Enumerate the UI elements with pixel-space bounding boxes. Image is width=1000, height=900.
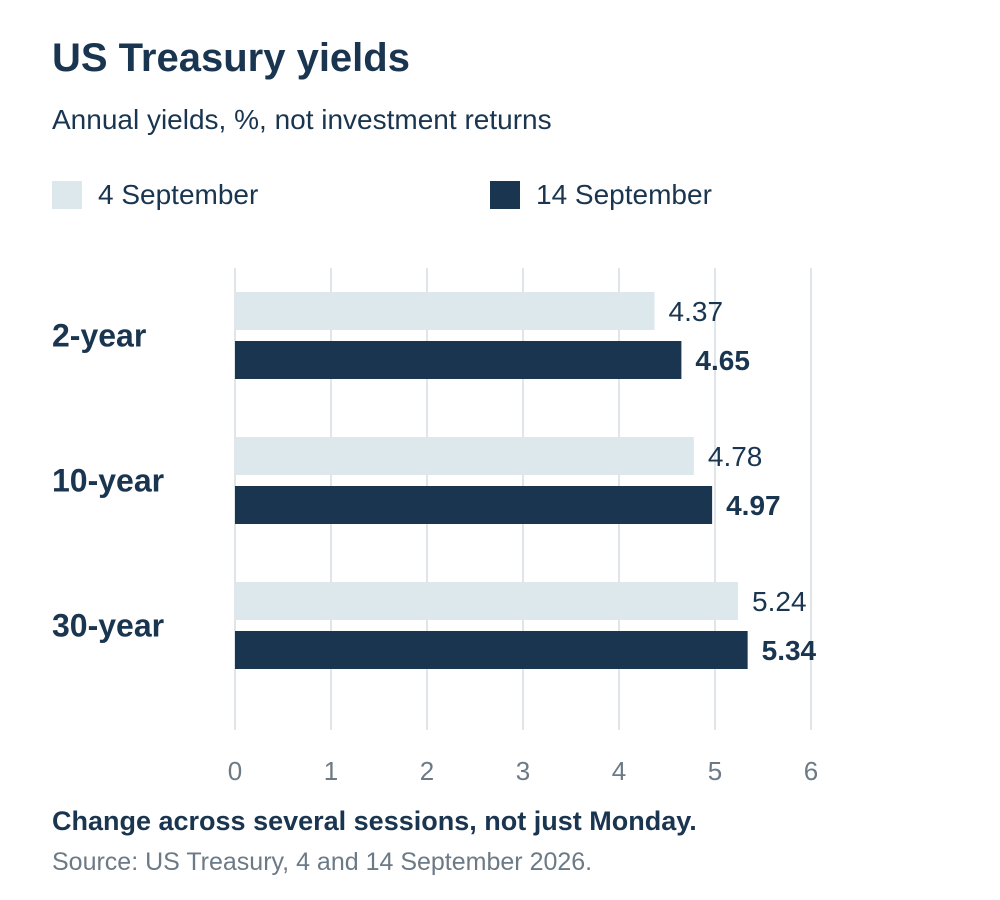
legend-label-4-september: 4 September [98, 179, 259, 210]
legend-item-4-september: 4 September [52, 179, 259, 210]
legend-item-14-september: 14 September [490, 179, 712, 210]
x-tick-label: 6 [804, 756, 818, 786]
legend-label-14-september: 14 September [536, 179, 712, 210]
x-tick-label: 4 [612, 756, 626, 786]
value-label: 5.34 [762, 635, 817, 666]
bar-4-september-10-year [235, 437, 694, 475]
category-label-2-year: 2-year [52, 318, 146, 354]
value-label: 4.37 [669, 296, 724, 327]
bar-14-september-10-year [235, 486, 713, 524]
value-label: 5.24 [752, 586, 807, 617]
value-label: 4.78 [708, 441, 763, 472]
legend-swatch-14-september [490, 181, 520, 209]
bar-14-september-2-year [235, 341, 682, 379]
bar-14-september-30-year [235, 631, 748, 669]
value-label: 4.65 [695, 345, 750, 376]
chart-note: Change across several sessions, not just… [52, 806, 697, 836]
x-tick-label: 2 [420, 756, 434, 786]
x-tick-label: 0 [228, 756, 242, 786]
chart-title: US Treasury yields [52, 36, 410, 80]
source-note: Source: US Treasury, 4 and 14 September … [52, 848, 593, 876]
legend-swatch-4-september [52, 181, 82, 209]
x-tick-label: 1 [324, 756, 338, 786]
value-label: 4.97 [726, 490, 781, 521]
chart-subtitle: Annual yields, %, not investment returns [52, 104, 552, 135]
category-label-30-year: 30-year [52, 608, 164, 644]
category-label-10-year: 10-year [52, 463, 164, 499]
bar-4-september-2-year [235, 292, 655, 330]
x-tick-label: 3 [516, 756, 530, 786]
bar-4-september-30-year [235, 582, 739, 620]
bar-chart: 0 1 2 3 4 5 6 2-year 10-year 30-year 4.37 4.78 5.24 4… [52, 268, 818, 786]
x-tick-label: 5 [708, 756, 722, 786]
